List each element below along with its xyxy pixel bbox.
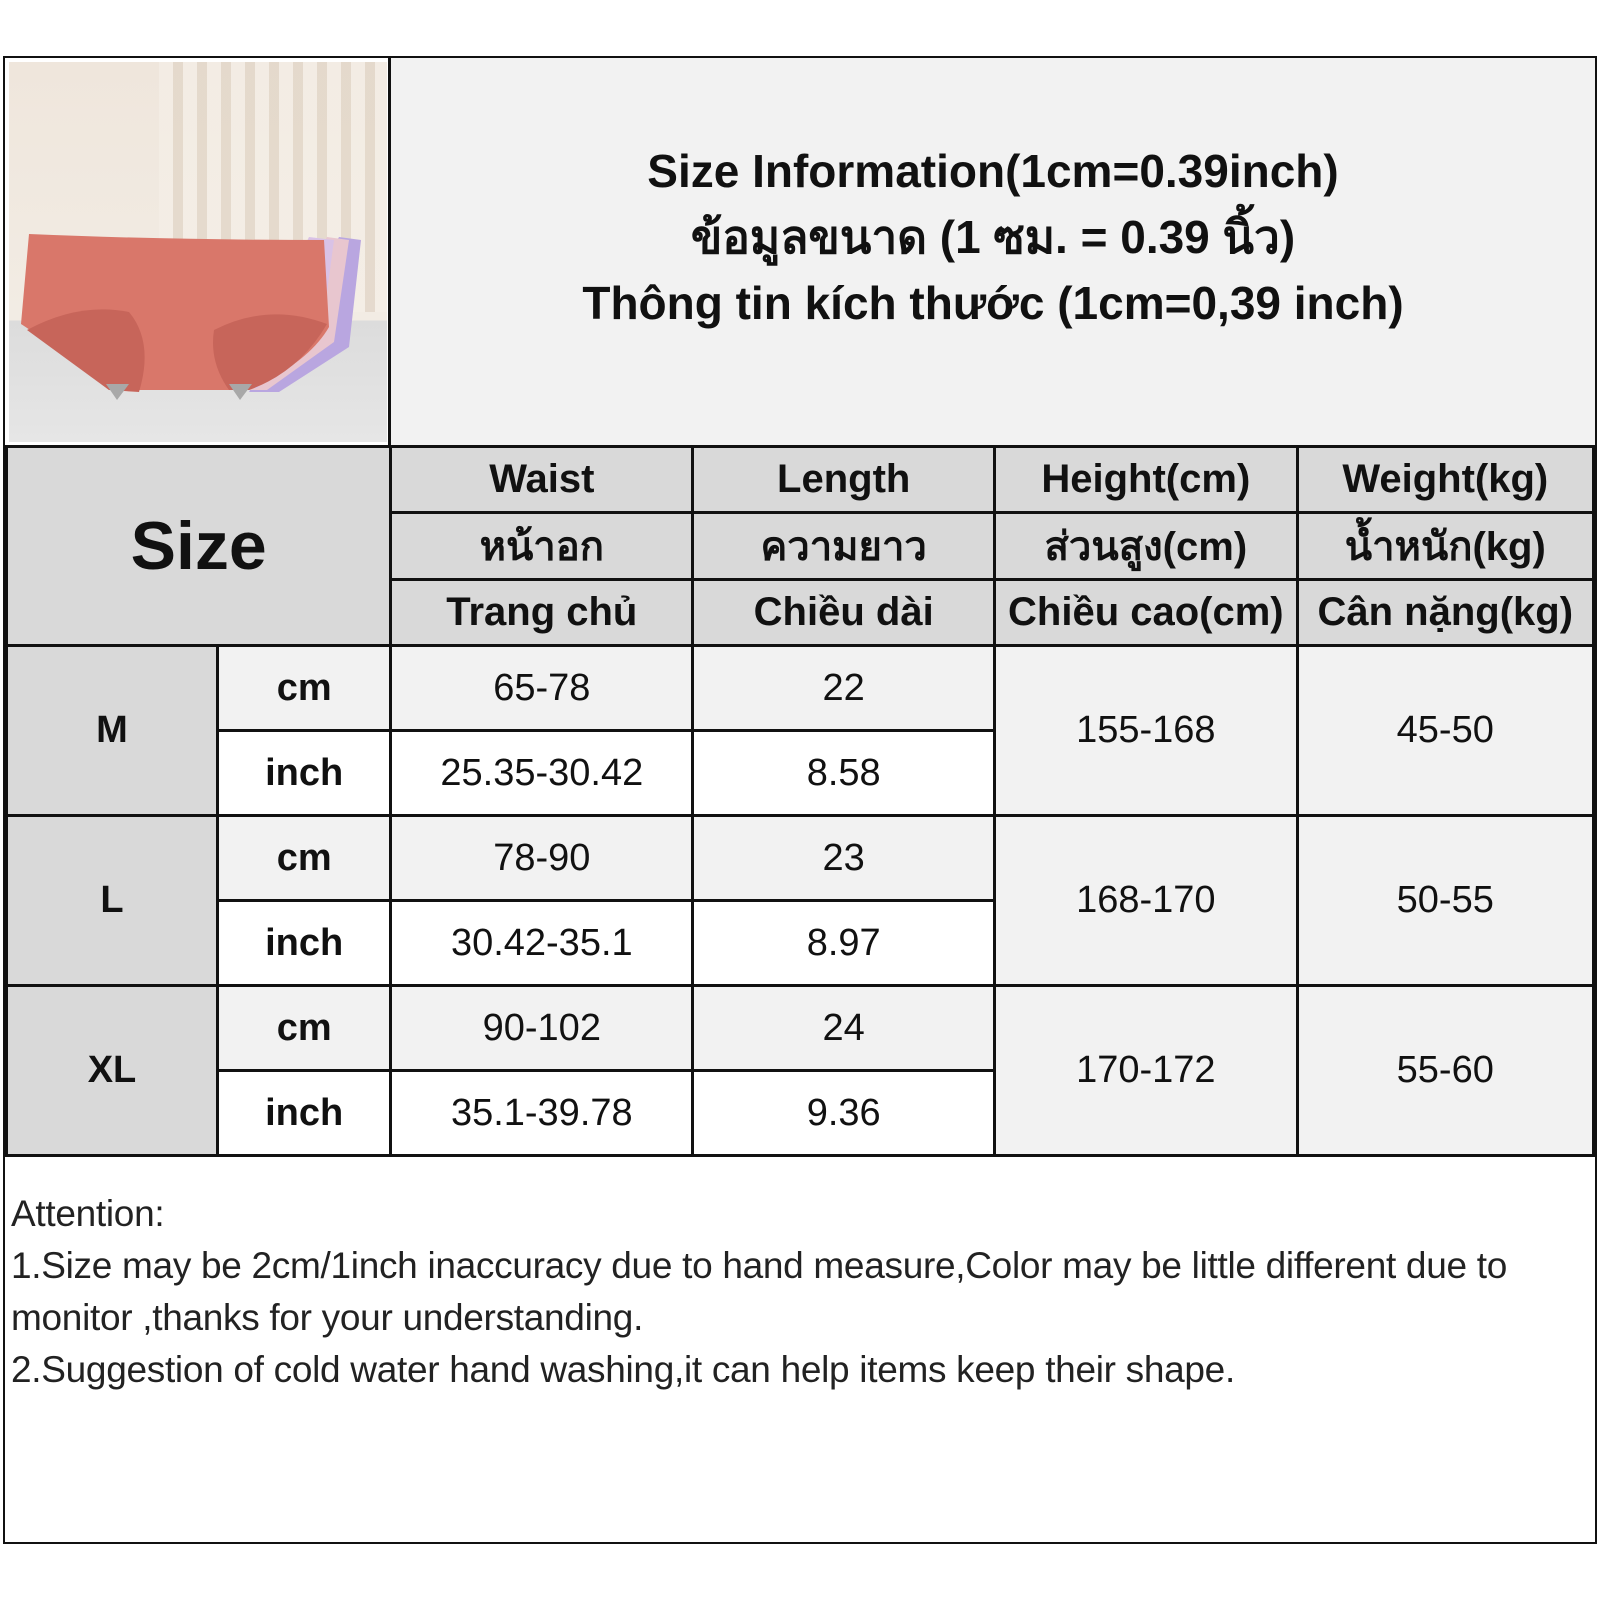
unit-inch: inch xyxy=(215,1069,393,1157)
size-label: M xyxy=(5,644,219,817)
note-1: 1.Size may be 2cm/1inch inaccuracy due t… xyxy=(11,1245,1517,1338)
col-height-en: Height(cm) xyxy=(993,445,1299,514)
unit-inch: inch xyxy=(215,899,393,987)
col-length-th: ความยาว xyxy=(691,511,997,581)
table-row: XL cm 90-102 24 170-172 55-60 xyxy=(5,984,1596,1157)
waist-cm: 78-90 xyxy=(389,814,695,902)
height-range: 170-172 xyxy=(993,984,1299,1157)
length-inch: 9.36 xyxy=(691,1069,997,1157)
length-cm: 24 xyxy=(691,984,997,1072)
col-length-en: Length xyxy=(691,445,997,514)
col-length-vi: Chiều dài xyxy=(691,578,997,647)
col-height-th: ส่วนสูง(cm) xyxy=(993,511,1299,581)
table-row: L cm 78-90 23 168-170 50-55 xyxy=(5,814,1596,987)
unit-cm: cm xyxy=(215,644,393,732)
notes-heading: Attention: xyxy=(11,1193,165,1234)
size-table: Size Waist Length Height(cm) Weight(kg) … xyxy=(4,445,1596,1157)
weight-range: 50-55 xyxy=(1295,814,1596,987)
size-label: XL xyxy=(5,984,219,1157)
col-height-vi: Chiều cao(cm) xyxy=(993,578,1299,647)
unit-cm: cm xyxy=(215,814,393,902)
col-weight-vi: Cân nặng(kg) xyxy=(1295,578,1596,647)
title-thai: ข้อมูลขนาด (1 ซม. = 0.39 นิ้ว) xyxy=(690,210,1296,263)
length-inch: 8.97 xyxy=(691,899,997,987)
product-photo xyxy=(9,62,387,442)
note-2: 2.Suggestion of cold water hand washing,… xyxy=(11,1349,1235,1390)
size-chart: Size Information(1cm=0.39inch) ข้อมูลขนา… xyxy=(3,56,1597,1544)
table-row: M cm 65-78 22 155-168 45-50 xyxy=(5,644,1596,817)
col-waist-en: Waist xyxy=(389,445,695,514)
title-english: Size Information(1cm=0.39inch) xyxy=(647,144,1339,197)
col-weight-en: Weight(kg) xyxy=(1295,445,1596,514)
col-waist-vi: Trang chủ xyxy=(389,578,695,647)
waist-inch: 35.1-39.78 xyxy=(389,1069,695,1157)
size-information-title: Size Information(1cm=0.39inch) ข้อมูลขนา… xyxy=(391,58,1595,445)
weight-range: 55-60 xyxy=(1295,984,1596,1157)
height-range: 168-170 xyxy=(993,814,1299,987)
table-row: inch 25.35-30.42 8.58 xyxy=(7,729,1594,817)
waist-inch: 25.35-30.42 xyxy=(389,729,695,817)
header-section: Size Information(1cm=0.39inch) ข้อมูลขนา… xyxy=(5,58,1595,448)
attention-notes: Attention: 1.Size may be 2cm/1inch inacc… xyxy=(11,1188,1591,1396)
col-weight-th: น้ำหนัก(kg) xyxy=(1295,511,1596,581)
length-cm: 23 xyxy=(691,814,997,902)
height-range: 155-168 xyxy=(993,644,1299,817)
size-label: L xyxy=(5,814,219,987)
table-row: inch 30.42-35.1 8.97 xyxy=(7,899,1594,987)
length-inch: 8.58 xyxy=(691,729,997,817)
waist-cm: 65-78 xyxy=(389,644,695,732)
length-cm: 22 xyxy=(691,644,997,732)
title-vietnamese: Thông tin kích thước (1cm=0,39 inch) xyxy=(582,276,1404,329)
col-waist-th: หน้าอก xyxy=(389,511,695,581)
size-header: Size xyxy=(4,445,393,647)
weight-range: 45-50 xyxy=(1295,644,1596,817)
waist-inch: 30.42-35.1 xyxy=(389,899,695,987)
unit-cm: cm xyxy=(215,984,393,1072)
divider xyxy=(388,58,391,448)
table-row: inch 35.1-39.78 9.36 xyxy=(7,1069,1594,1157)
unit-inch: inch xyxy=(215,729,393,817)
waist-cm: 90-102 xyxy=(389,984,695,1072)
